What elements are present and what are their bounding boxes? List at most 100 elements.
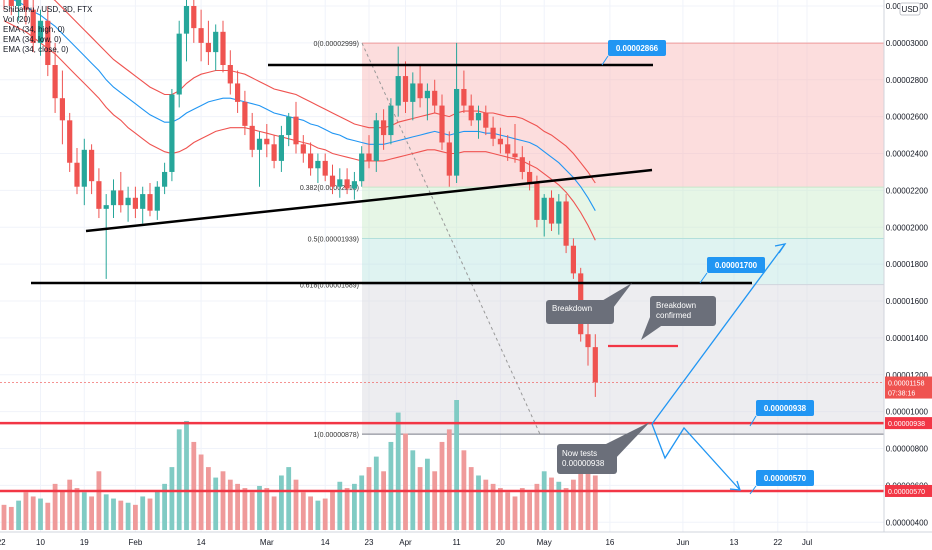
candle-body [169, 94, 175, 172]
x-tick-label: 2022 [0, 538, 6, 547]
candle-body [490, 127, 496, 139]
volume-bar [1, 504, 7, 530]
candle-body [395, 76, 401, 106]
bearish-projection-line [651, 423, 741, 491]
volume-bar [30, 496, 36, 530]
axis-price-tag [885, 417, 932, 430]
volume-bar [556, 481, 562, 530]
volume-bar [549, 477, 554, 530]
candle-body [242, 101, 248, 126]
y-tick-label: 0.00001400 [886, 334, 929, 343]
volume-bar [505, 492, 511, 530]
breakdown-callout-box [546, 300, 614, 324]
candle-body [125, 197, 131, 206]
candle-body [410, 83, 416, 102]
y-tick-label: 0.00000400 [886, 518, 929, 527]
y-tick-label: 0.00001200 [886, 371, 929, 380]
volume-bar [563, 488, 569, 530]
candle-body [205, 42, 211, 53]
candle-body [162, 171, 168, 187]
legend-entry: EMA (34, low, 0) [3, 35, 62, 44]
y-tick-label: 0.00002200 [886, 186, 929, 195]
legend-entry: EMA (34, high, 0) [3, 25, 65, 34]
candle-body [527, 171, 533, 184]
candle-body [461, 88, 467, 106]
fib-level-label: 0(0.00002999) [313, 41, 359, 48]
volume-bar [534, 483, 540, 530]
candle-body [278, 135, 284, 161]
bearish-arrowhead [729, 480, 741, 491]
y-tick-label: 0.00003000 [886, 39, 929, 48]
candle-body [592, 347, 598, 383]
fib-level-label: 1(0.00000878) [313, 432, 359, 439]
candle-body [37, 20, 44, 43]
volume-bar [498, 488, 503, 530]
candle-body [59, 98, 65, 121]
volume-bar [213, 477, 219, 530]
volume-bar [227, 479, 233, 530]
fib-level-label: 0.618(0.00001689) [300, 283, 359, 290]
now-tests-callout-text: 0.00000938 [562, 459, 605, 468]
volume-bar [519, 488, 525, 530]
volume-bar [300, 492, 306, 530]
ema-low-line [3, 20, 596, 241]
volume-bar [315, 500, 321, 530]
volume-bar [249, 492, 255, 530]
candle-body [96, 181, 102, 209]
candle-body [81, 149, 87, 187]
price-label-text: 0.00001700 [715, 261, 758, 270]
fib-zone-0382-05 [362, 187, 884, 239]
volume-bar [425, 458, 430, 530]
volume-bar [169, 467, 175, 530]
volume-bar [512, 496, 518, 530]
candle-body [300, 144, 306, 154]
volume-bar [541, 471, 547, 530]
price-label-connector [749, 485, 757, 495]
x-tick-label: 14 [321, 538, 330, 547]
volume-bar [585, 462, 591, 530]
y-tick-label: 0.00001600 [886, 297, 929, 306]
candle-body [548, 197, 555, 224]
candle-body [483, 112, 489, 128]
y-tick-label: 0.00000800 [886, 445, 929, 454]
candle-body [373, 120, 379, 161]
volume-bar [184, 420, 189, 530]
candle-body [8, 0, 14, 6]
volume-bar [571, 479, 576, 530]
volume-bar [293, 479, 299, 530]
candle-body [176, 33, 182, 95]
volume-bar [125, 502, 131, 530]
breakdown-confirmed-callout-text: confirmed [656, 311, 691, 320]
volume-bar [118, 500, 124, 530]
candle-body [293, 116, 299, 145]
bullish-arrowhead [774, 243, 787, 254]
volume-bar [388, 441, 394, 530]
volume-bar [578, 467, 584, 530]
x-tick-label: May [537, 538, 552, 547]
volume-bar [476, 475, 481, 530]
candle-body [359, 153, 365, 182]
volume-bar [52, 483, 58, 530]
volume-bar [352, 483, 357, 530]
volume-bar [271, 496, 277, 530]
x-tick-label: 11 [452, 538, 461, 547]
fib-level-label: 0.5(0.00001939) [308, 237, 359, 244]
volume-bar [366, 467, 372, 530]
candle-body [381, 120, 387, 136]
candle-body [337, 179, 343, 187]
candle-body [89, 149, 95, 182]
candle-body [286, 116, 292, 136]
candle-body [505, 144, 511, 154]
candle-body [67, 120, 73, 163]
candle-body [344, 179, 350, 189]
candle-body [556, 201, 562, 224]
y-tick-label: 0.00002600 [886, 113, 929, 122]
volume-bar [395, 412, 401, 530]
volume-bar [103, 494, 109, 530]
volume-bar [8, 506, 14, 530]
candle-body [534, 183, 540, 220]
candle-body [570, 245, 576, 274]
ema-close-line [12, 0, 596, 211]
